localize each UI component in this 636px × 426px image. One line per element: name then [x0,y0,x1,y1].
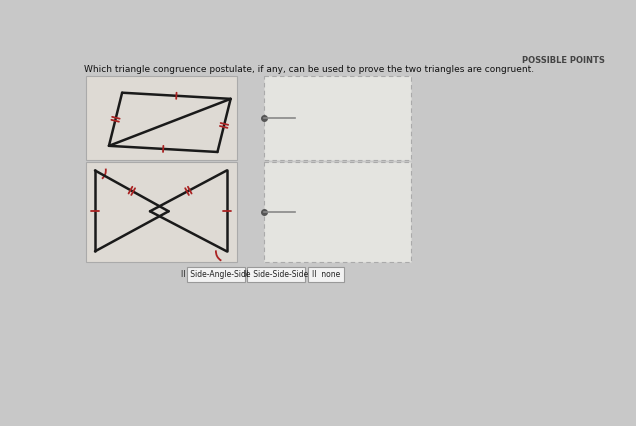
Bar [264,76,411,161]
Text: Which triangle congruence postulate, if any, can be used to prove the two triang: Which triangle congruence postulate, if … [84,65,534,74]
Bar [264,162,411,262]
FancyBboxPatch shape [308,267,344,282]
FancyBboxPatch shape [247,267,305,282]
Bar [86,162,237,262]
Text: II  Side-Angle-Side: II Side-Angle-Side [181,270,251,279]
Text: II  none: II none [312,270,340,279]
Text: II  Side-Side-Side: II Side-Side-Side [244,270,308,279]
Bar [86,76,237,161]
FancyBboxPatch shape [187,267,245,282]
Text: POSSIBLE POINTS: POSSIBLE POINTS [522,56,605,65]
